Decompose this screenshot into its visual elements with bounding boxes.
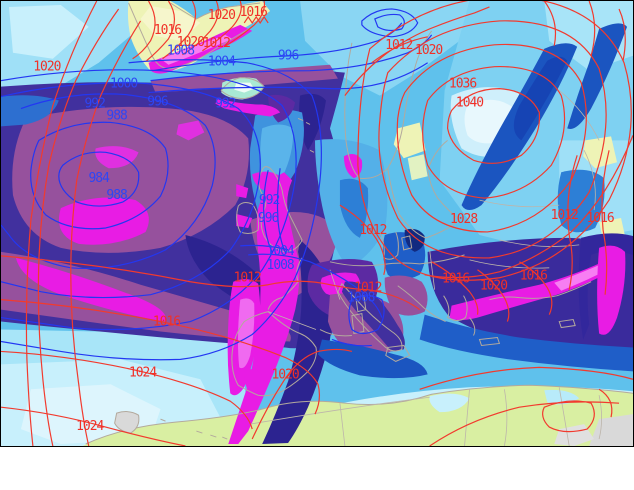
- isobar-label: 1020: [272, 367, 299, 382]
- precipitation-map: 1020 1016 1016 1020 1012 1012 1020 1020 1036 1040…: [0, 0, 634, 447]
- isobar-label: 1008: [347, 291, 374, 306]
- isobar-label: 992: [259, 193, 280, 208]
- isobar-label: 1020: [177, 35, 204, 50]
- isobar-label: 1020: [33, 60, 60, 75]
- isobar-label: 1020: [208, 8, 235, 23]
- isobar-label: 992: [85, 97, 106, 112]
- isobar-label: 1016: [520, 269, 547, 284]
- isobar-label: 1012: [203, 36, 230, 51]
- isobar-label: 1016: [154, 23, 181, 38]
- isobar-label: 1040: [456, 96, 483, 111]
- isobar-label: 1020: [415, 43, 442, 58]
- isobar-label: 988: [106, 188, 127, 203]
- isobar-label: 1000: [110, 77, 137, 92]
- isobar-label: 1012: [385, 38, 412, 53]
- isobar-label: 1004: [208, 55, 236, 70]
- isobars-red: [1, 1, 633, 446]
- isobar-label: 1012: [359, 223, 386, 238]
- isobar-label: 1004: [267, 244, 295, 259]
- legend-bar: Precipitation accum. [mm] GFS Su 01-02-2…: [0, 447, 634, 490]
- precip-fills: [1, 1, 633, 446]
- isobar-label: 1024: [129, 365, 157, 380]
- isobar-label: 1016: [153, 315, 180, 330]
- isobar-label: 992: [215, 97, 236, 112]
- isobar-label: 1020: [480, 279, 507, 294]
- isobar-label: 988: [106, 108, 127, 123]
- isobar-label: 1028: [450, 212, 477, 227]
- isobar-label: 996: [278, 49, 299, 64]
- isobar-label: 1016: [587, 211, 614, 226]
- isobar-label: 1012: [354, 281, 381, 296]
- isobar-label: 1036: [449, 77, 476, 92]
- isobar-label: 1008: [167, 44, 194, 59]
- isobar-label: 996: [147, 95, 168, 110]
- isobar-label: 984: [88, 171, 110, 186]
- isobar-label: 996: [258, 211, 279, 226]
- isobar-label: 1024: [76, 419, 104, 434]
- coastlines: [85, 2, 633, 445]
- isobar-label: 1016: [442, 272, 469, 287]
- isobar-label: 1008: [267, 258, 294, 273]
- isobar-label: 1012: [234, 271, 261, 286]
- isobars-blue: [1, 8, 433, 361]
- isobar-label: 1016: [240, 5, 267, 20]
- isobar-label: 1012: [551, 208, 578, 223]
